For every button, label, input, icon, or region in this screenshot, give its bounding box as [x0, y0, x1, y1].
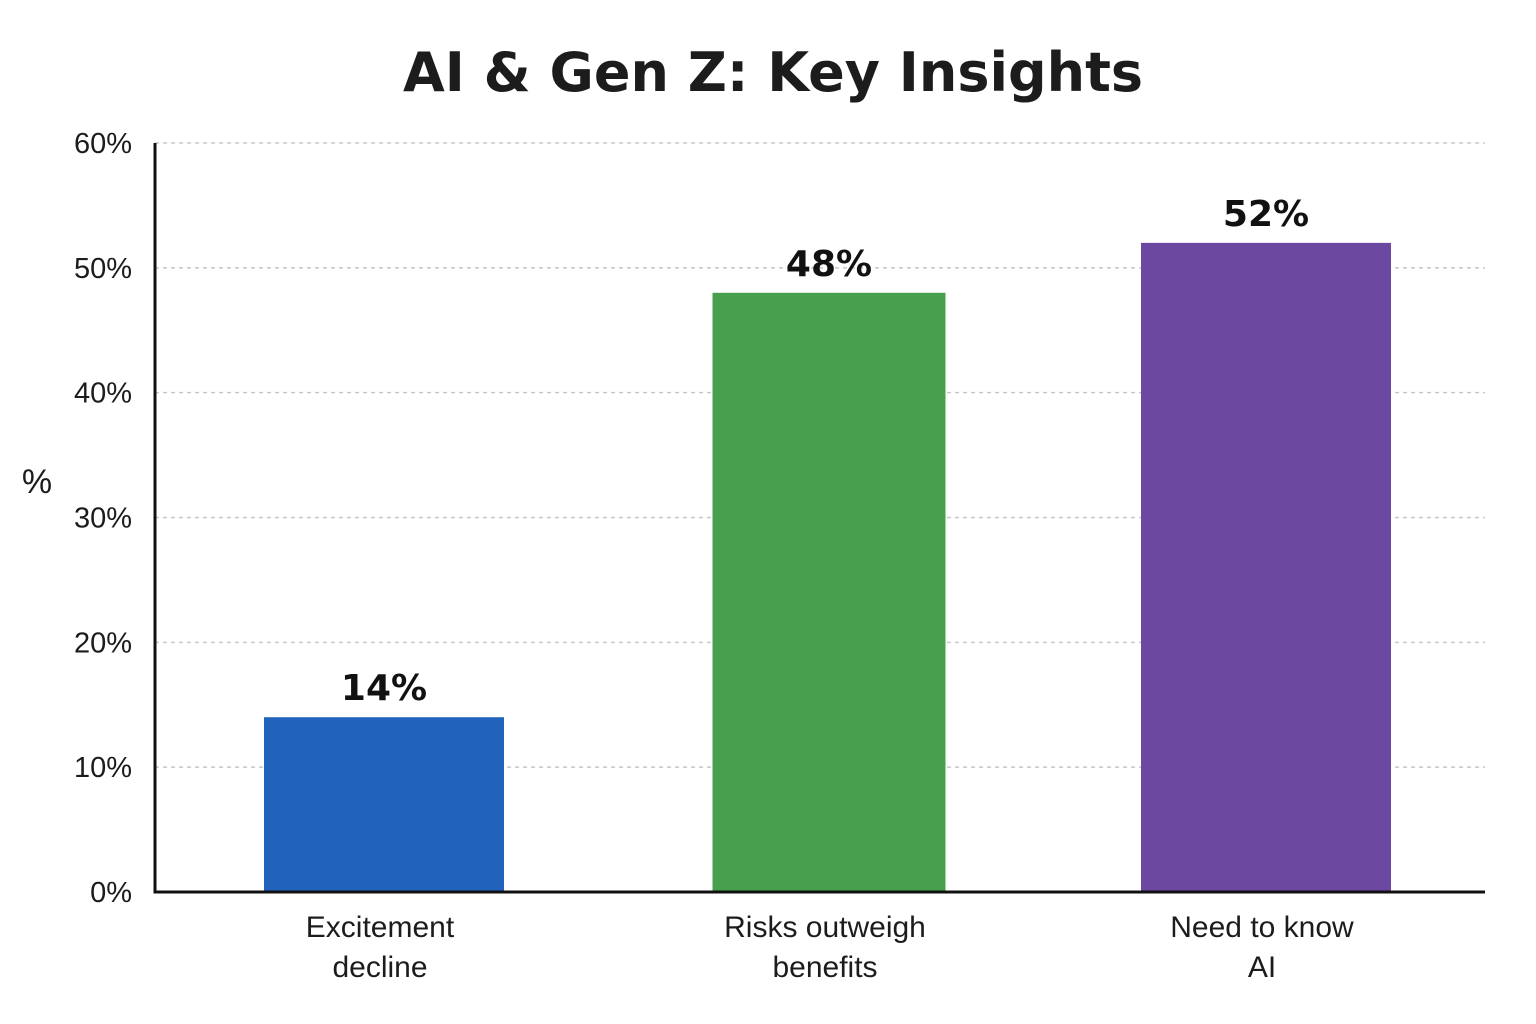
data-labels: 14% 48% 52% [341, 194, 1309, 709]
y-tick-label: 40% [74, 378, 132, 410]
y-axis-label: % [22, 463, 52, 501]
category-labels: Excitement decline Risks outweigh benefits N… [306, 911, 1354, 984]
axes [153, 143, 1485, 894]
y-tick-label: 20% [74, 627, 132, 659]
y-tick-label: 60% [74, 128, 132, 160]
x-tick-label: Excitement decline [306, 911, 455, 984]
y-tick-labels: 0% 10% 20% 30% 40% 50% 60% [74, 128, 132, 909]
x-tick-label-line: decline [332, 951, 427, 984]
bar [712, 292, 946, 892]
data-label: 48% [786, 244, 872, 285]
bar [1141, 242, 1391, 892]
y-tick-label: 10% [74, 752, 132, 784]
x-tick-label-line: AI [1248, 951, 1276, 984]
bars [264, 242, 1391, 892]
x-tick-label: Risks outweigh benefits [724, 911, 926, 984]
data-label: 52% [1223, 194, 1309, 235]
x-tick-label: Need to know AI [1170, 911, 1354, 984]
x-tick-label-line: Excitement [306, 911, 455, 944]
chart-title: AI & Gen Z: Key Insights [403, 41, 1143, 104]
x-tick-label-line: Risks outweigh [724, 911, 926, 944]
y-tick-label: 50% [74, 253, 132, 285]
bar [264, 717, 504, 892]
data-label: 14% [341, 668, 427, 709]
x-tick-label-line: Need to know [1170, 911, 1354, 944]
y-tick-label: 30% [74, 503, 132, 535]
x-tick-label-line: benefits [772, 951, 877, 984]
y-tick-label: 0% [90, 877, 132, 909]
